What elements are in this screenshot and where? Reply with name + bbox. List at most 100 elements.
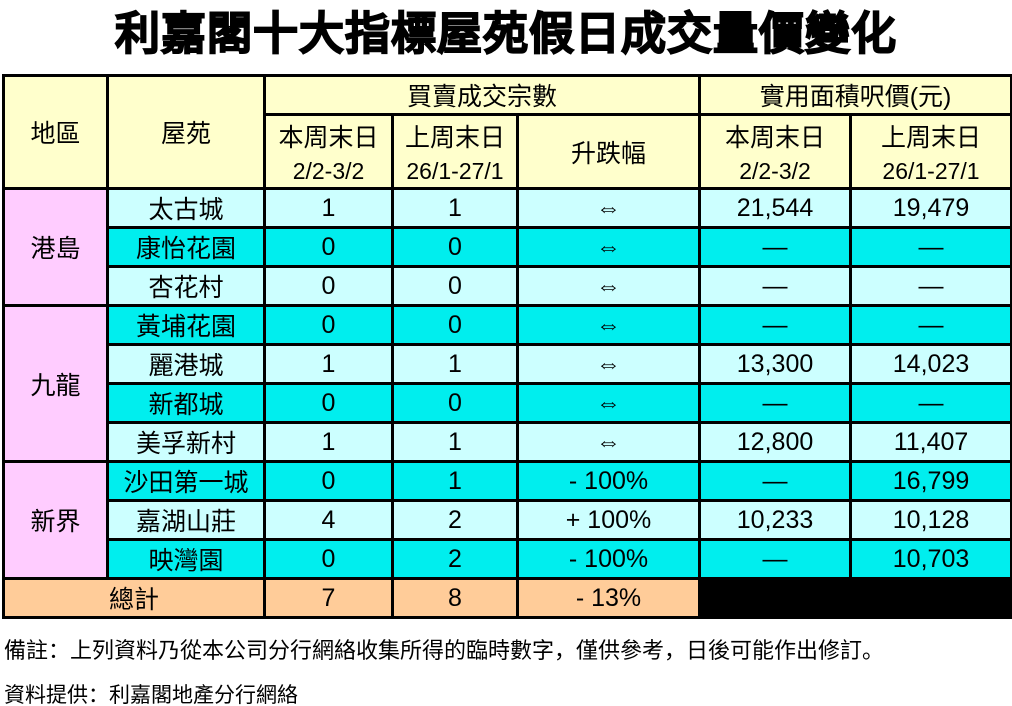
estate-cell: 新都城	[106, 382, 266, 424]
tx-last-week-cell: 0	[391, 226, 519, 268]
page-title: 利嘉閣十大指標屋苑假日成交量價變化	[114, 9, 897, 59]
tx-this-week-cell: 0	[263, 265, 394, 307]
tx-last-week-cell: 0	[391, 265, 519, 307]
header-price-last-week-label: 上周末日	[881, 124, 982, 152]
district-cell: 九龍	[2, 304, 109, 463]
header-price-last-week-dates: 26/1-27/1	[882, 158, 980, 184]
header-district: 地區	[2, 74, 109, 190]
tx-last-week-cell: 1	[391, 343, 519, 385]
price-last-week-cell: 10,128	[849, 499, 1012, 541]
header-group-price: 實用面積呎價(元)	[698, 74, 1012, 116]
price-last-week-cell: 19,479	[849, 187, 1012, 229]
tx-last-week-cell: 1	[391, 460, 519, 502]
estate-cell: 映灣園	[106, 538, 266, 580]
header-row-columns: 本周末日 2/2-3/2 上周末日 26/1-27/1 升跌幅 本周末日 2/2…	[4, 113, 1012, 190]
estate-cell: 麗港城	[106, 343, 266, 385]
total-price-this-week-blank-cell	[698, 577, 853, 619]
price-last-week-cell: —	[849, 304, 1012, 346]
header-tx-this-week: 本周末日 2/2-3/2	[263, 113, 394, 190]
price-last-week-cell: 14,023	[849, 343, 1012, 385]
transactions-table: 地區 屋苑 買賣成交宗數 實用面積呎價(元) 本周末日 2/2-3/2 上周末日…	[2, 74, 1012, 619]
change-cell: ⇔	[515, 265, 702, 307]
price-this-week-cell: 12,800	[698, 421, 853, 463]
table-row: 康怡花園 0 0 ⇔ — —	[3, 226, 1012, 268]
price-this-week-cell: 13,300	[698, 343, 853, 385]
price-this-week-cell: —	[698, 226, 853, 268]
change-cell: ⇔	[515, 421, 702, 463]
price-last-week-cell: —	[849, 265, 1012, 307]
estate-cell: 黃埔花園	[106, 304, 266, 346]
change-cell: ⇔	[515, 226, 702, 268]
price-last-week-cell: 11,407	[849, 421, 1012, 463]
header-estate: 屋苑	[106, 74, 266, 190]
estate-cell: 康怡花園	[106, 226, 266, 268]
change-cell: ⇔	[515, 304, 702, 346]
tx-this-week-cell: 0	[263, 538, 394, 580]
estate-cell: 嘉湖山莊	[106, 499, 266, 541]
header-row-groups: 地區 屋苑 買賣成交宗數 實用面積呎價(元)	[2, 74, 1012, 190]
estate-cell: 太古城	[106, 187, 266, 229]
table-row: 麗港城 1 1 ⇔ 13,300 14,023	[3, 343, 1012, 385]
header-price-last-week: 上周末日 26/1-27/1	[849, 113, 1012, 190]
district-cell: 新界	[2, 460, 109, 580]
estate-cell: 美孚新村	[106, 421, 266, 463]
estate-cell: 杏花村	[106, 265, 266, 307]
price-last-week-cell: 16,799	[849, 460, 1012, 502]
table-row: 嘉湖山莊 4 2 + 100% 10,233 10,128	[3, 499, 1012, 541]
table-row: 新界 沙田第一城 0 1 - 100% — 16,799	[2, 460, 1012, 580]
district-cell: 港島	[2, 187, 109, 307]
header-tx-this-week-dates: 2/2-3/2	[292, 158, 365, 184]
header-tx-last-week: 上周末日 26/1-27/1	[391, 113, 519, 190]
price-this-week-cell: —	[698, 460, 853, 502]
tx-last-week-cell: 2	[391, 538, 519, 580]
change-cell: - 100%	[515, 460, 702, 502]
tx-this-week-cell: 0	[263, 304, 394, 346]
change-cell: ⇔	[515, 382, 702, 424]
tx-last-week-cell: 0	[391, 382, 519, 424]
tx-this-week-cell: 0	[263, 382, 394, 424]
source-note: 資料提供：利嘉閣地產分行網絡	[4, 683, 298, 706]
header-price-this-week: 本周末日 2/2-3/2	[698, 113, 853, 190]
total-label-cell: 總計	[2, 577, 266, 619]
tx-this-week-cell: 1	[263, 421, 394, 463]
total-price-last-week-blank-cell	[849, 577, 1012, 619]
tx-last-week-cell: 1	[391, 187, 519, 229]
table-row: 映灣園 0 2 - 100% — 10,703	[3, 538, 1012, 580]
table-row: 美孚新村 1 1 ⇔ 12,800 11,407	[3, 421, 1012, 463]
tx-last-week-cell: 1	[391, 421, 519, 463]
price-this-week-cell: 10,233	[698, 499, 853, 541]
header-price-this-week-label: 本周末日	[725, 124, 826, 152]
table-row: 杏花村 0 0 ⇔ — —	[3, 265, 1012, 307]
price-this-week-cell: —	[698, 538, 853, 580]
change-cell: + 100%	[515, 499, 702, 541]
tx-this-week-cell: 0	[263, 226, 394, 268]
change-cell: - 100%	[515, 538, 702, 580]
table-row: 九龍 黃埔花園 0 0 ⇔ — —	[2, 304, 1012, 463]
total-row: 總計 7 8 - 13%	[2, 577, 1012, 619]
change-cell: ⇔	[515, 343, 702, 385]
change-cell: ⇔	[515, 187, 702, 229]
header-tx-this-week-label: 本周末日	[278, 124, 379, 152]
footer-notes: 備註：上列資料乃從本公司分行網絡收集所得的臨時數字，僅供參考，日後可能作出修訂。…	[4, 633, 1012, 706]
tx-this-week-cell: 4	[263, 499, 394, 541]
tx-this-week-cell: 1	[263, 343, 394, 385]
total-tx-this-week-cell: 7	[263, 577, 394, 619]
total-tx-last-week-cell: 8	[391, 577, 519, 619]
price-this-week-cell: —	[698, 304, 853, 346]
price-last-week-cell: 10,703	[849, 538, 1012, 580]
price-last-week-cell: —	[849, 382, 1012, 424]
header-group-transactions: 買賣成交宗數	[262, 74, 702, 116]
price-this-week-cell: 21,544	[698, 187, 853, 229]
header-change: 升跌幅	[515, 113, 702, 190]
tx-this-week-cell: 0	[263, 460, 394, 502]
price-last-week-cell: —	[849, 226, 1012, 268]
table-row: 港島 太古城 1 1 ⇔ 21,544 19,479	[2, 187, 1012, 307]
tx-last-week-cell: 2	[391, 499, 519, 541]
price-this-week-cell: —	[698, 265, 853, 307]
tx-this-week-cell: 1	[263, 187, 394, 229]
price-this-week-cell: —	[698, 382, 853, 424]
estate-cell: 沙田第一城	[106, 460, 266, 502]
header-tx-last-week-label: 上周末日	[404, 124, 505, 152]
remark-note: 備註：上列資料乃從本公司分行網絡收集所得的臨時數字，僅供參考，日後可能作出修訂。	[4, 638, 885, 663]
